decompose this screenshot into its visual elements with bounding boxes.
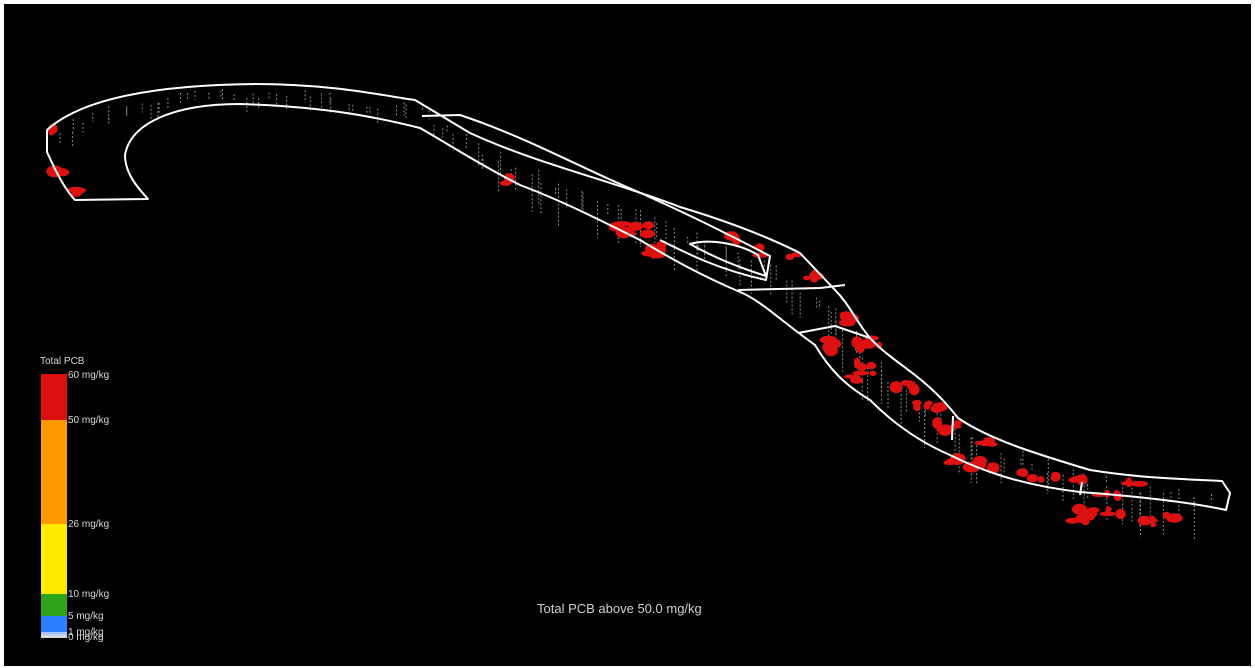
pcb-hotspot xyxy=(932,417,943,430)
section-line-4 xyxy=(1079,481,1083,496)
pcb-hotspot xyxy=(826,338,842,349)
pcb-hotspot xyxy=(908,381,916,387)
river-channel-split xyxy=(421,114,771,281)
pcb-hotspot xyxy=(974,440,986,445)
pcb-hotspot xyxy=(1130,480,1148,487)
legend-label-10: 10 mg/kg xyxy=(68,589,110,600)
pcb-hotspot xyxy=(1115,508,1126,520)
island-outline xyxy=(689,240,767,277)
river-outline xyxy=(46,83,1231,511)
legend-band-yellow xyxy=(41,524,67,594)
legend-title: Total PCB xyxy=(40,356,85,367)
legend-band-grey xyxy=(41,635,67,638)
legend-label-26: 26 mg/kg xyxy=(68,519,110,530)
pcb-hotspot xyxy=(1105,506,1112,512)
pcb-hotspot xyxy=(1072,503,1087,515)
legend-band-orange xyxy=(41,420,67,524)
pcb-hotspot xyxy=(639,229,655,239)
pcb-hotspot xyxy=(946,458,954,466)
pcb-hotspot xyxy=(866,361,877,370)
map-caption: Total PCB above 50.0 mg/kg xyxy=(537,601,702,616)
pcb-hotspot xyxy=(1068,477,1080,483)
pcb-hotspot xyxy=(1166,513,1183,523)
pcb-hotspot xyxy=(1087,507,1100,514)
pcb-hotspot xyxy=(1050,471,1061,482)
section-line-1 xyxy=(737,284,846,291)
pcb-hotspot xyxy=(856,343,865,354)
pcb-hotspot xyxy=(852,370,870,376)
legend-band-lightblue xyxy=(41,632,67,635)
pcb-hotspot xyxy=(1076,474,1088,486)
river-outer-boundary xyxy=(46,83,1231,511)
pcb-hotspot xyxy=(500,180,512,187)
pcb-hotspot xyxy=(930,404,943,413)
pcb-hotspot xyxy=(1137,515,1153,526)
section-line-3 xyxy=(951,415,954,441)
pcb-hotspot xyxy=(1020,469,1029,477)
pcb-hotspot xyxy=(70,191,82,197)
pcb-hotspot xyxy=(1162,511,1171,519)
legend-band-red xyxy=(41,374,67,420)
pcb-hotspot xyxy=(889,381,903,394)
pcb-hotspot xyxy=(985,441,998,447)
pcb-hotspot xyxy=(1099,511,1116,517)
legend-label-60: 60 mg/kg xyxy=(68,370,110,381)
legend-label-1: 1 mg/kg xyxy=(68,627,104,638)
pcb-hotspot xyxy=(925,400,933,406)
pcb-hotspot xyxy=(1026,474,1039,483)
river-model-scene[interactable] xyxy=(4,4,1251,666)
legend-label-50: 50 mg/kg xyxy=(68,415,110,426)
pcb-hotspot xyxy=(854,364,865,369)
pcb-hotspot xyxy=(1150,522,1157,528)
pcb-hotspot xyxy=(949,424,962,429)
map-viewport[interactable]: Total PCB 60 mg/kg 50 mg/kg 26 mg/kg 10 … xyxy=(4,4,1251,666)
pcb-hotspot xyxy=(46,165,64,178)
legend-band-green xyxy=(41,594,67,616)
pcb-hotspot xyxy=(869,370,877,377)
pcb-hotspot xyxy=(843,374,860,379)
pcb-hotspot xyxy=(972,455,988,466)
sample-boring-lines xyxy=(59,89,1212,540)
pcb-hotspot xyxy=(1037,476,1045,483)
pcb-hotspot xyxy=(1065,517,1079,524)
pcb-hotspot xyxy=(641,250,658,257)
pcb-hotspot xyxy=(941,427,953,432)
pcb-hotspot xyxy=(642,221,655,230)
legend-label-0: 0 mg/kg xyxy=(68,632,104,643)
section-line-2 xyxy=(797,325,871,339)
legend-band-blue xyxy=(41,616,67,632)
pcb-hotspot xyxy=(628,221,644,231)
pcb-hotspot xyxy=(1081,515,1090,526)
legend-label-5: 5 mg/kg xyxy=(68,611,104,622)
pcb-hotspot xyxy=(616,221,631,227)
pcb-hotspot xyxy=(913,401,921,412)
pcb-hotspot xyxy=(803,275,810,281)
pcb-hotspot xyxy=(839,319,856,327)
